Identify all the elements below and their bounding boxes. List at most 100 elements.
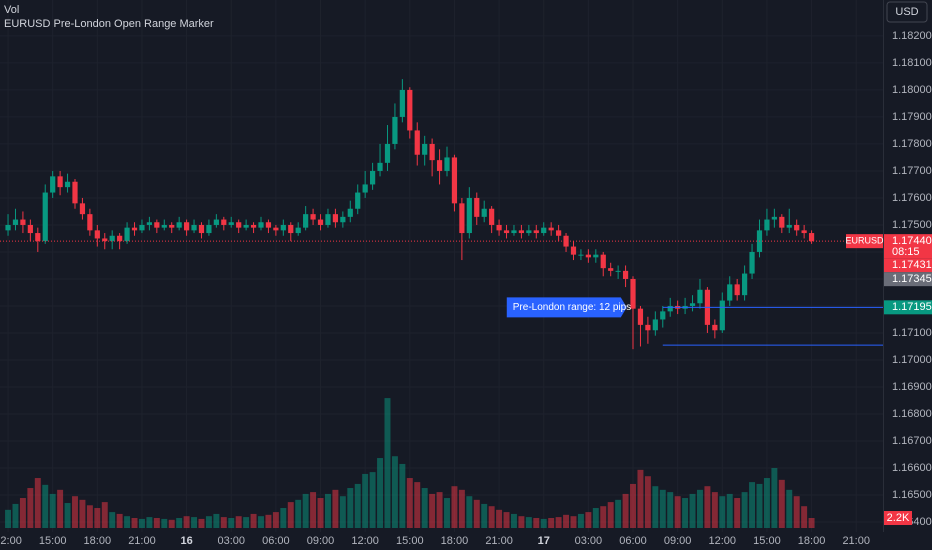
candle-body [42, 192, 48, 242]
candle-body [369, 170, 376, 185]
y-tick-label: 1.16700 [892, 435, 932, 447]
volume-bar [600, 506, 607, 528]
candle-body [50, 176, 56, 193]
symbol-tag [846, 234, 883, 249]
candle-body [206, 224, 212, 234]
plot-area: Pre-London range: 12 pips [0, 79, 883, 528]
candle-body [615, 270, 621, 272]
candle-body [764, 219, 770, 231]
candle-body [27, 224, 33, 234]
volume-bar [801, 506, 808, 528]
candle-body [697, 289, 703, 304]
x-tick-label: 17 [538, 535, 550, 547]
candle-body [228, 222, 234, 225]
volume-bar [540, 518, 547, 528]
currency-button[interactable] [886, 1, 928, 23]
volume-bar [771, 468, 778, 528]
volume-bar [585, 512, 592, 528]
volume-bar [377, 458, 384, 528]
volume-bar [704, 486, 711, 528]
volume-bar [168, 519, 175, 528]
x-tick-label: 18:00 [441, 535, 469, 547]
volume-bar [763, 478, 770, 528]
volume-bar [607, 502, 614, 528]
volume-bar [64, 503, 71, 528]
candle-body [637, 308, 644, 325]
candle-body [243, 224, 249, 228]
x-tick-label: 09:00 [664, 535, 692, 547]
volume-bar [198, 518, 205, 528]
candle-body [154, 222, 160, 228]
candle-body [518, 230, 525, 234]
candle-body [689, 303, 696, 306]
x-tick-label: 15:00 [396, 535, 424, 547]
y-tick-label: 1.17700 [892, 165, 932, 177]
volume-bar [191, 517, 198, 528]
candle-body [652, 319, 658, 331]
volume-bar [749, 482, 756, 528]
candle-body [779, 216, 785, 228]
volume-bar [347, 488, 354, 528]
volume-bar [555, 517, 562, 528]
currency-button-label[interactable]: USD [895, 6, 918, 18]
x-tick-label: 15:00 [753, 535, 781, 547]
volume-bar [414, 482, 421, 528]
volume-bar [220, 517, 227, 528]
candle-body [734, 284, 740, 296]
candle-body [169, 224, 175, 228]
volume-bar [444, 498, 450, 528]
volume-bar [615, 499, 622, 528]
candle-body [585, 254, 591, 258]
volume-bar [205, 516, 212, 528]
volume-bar [317, 498, 324, 528]
candle-body [64, 181, 71, 188]
chart-title: EURUSD Pre-London Open Range Marker [4, 18, 214, 30]
volume-bar [421, 488, 428, 528]
candle-body [489, 208, 495, 225]
x-tick-label: 06:00 [262, 535, 290, 547]
volume-bar [525, 517, 532, 528]
x-tick-label: 18:00 [84, 535, 112, 547]
volume-bar [637, 469, 644, 528]
candle-body [325, 214, 331, 225]
volume-bar [577, 513, 584, 528]
volume-bar [131, 518, 138, 528]
candle-body [414, 130, 420, 155]
volume-bar [42, 484, 49, 528]
volume-bar [235, 516, 242, 528]
volume-bar [667, 492, 674, 528]
candle-body [12, 219, 19, 225]
volume-bar [362, 473, 369, 528]
volume-bar [57, 489, 64, 528]
candle-body [712, 324, 718, 331]
volume-bar [287, 502, 294, 528]
candle-body [541, 227, 547, 234]
candle-body [347, 208, 353, 217]
candle-body [310, 214, 316, 220]
candle-body [808, 233, 815, 242]
volume-bar [109, 512, 116, 528]
volume-bar [295, 499, 302, 528]
candle-body [102, 238, 108, 242]
candle-body [794, 224, 800, 231]
candle-body [183, 222, 190, 231]
volume-bar [570, 516, 577, 528]
volume-bar [153, 518, 160, 528]
price-tag-label: 1.17431 [892, 259, 932, 271]
candle-body [384, 143, 391, 163]
x-tick-label: 21:00 [842, 535, 870, 547]
candle-body [459, 203, 465, 234]
candle-body [719, 300, 725, 331]
candle-body [146, 222, 153, 225]
volume-bar [265, 514, 272, 528]
volume-bar [384, 398, 391, 528]
candle-body [5, 224, 11, 231]
volume-bar [116, 513, 123, 528]
candle-body [399, 89, 405, 117]
volume-bar [354, 483, 361, 528]
candle-body [139, 224, 145, 231]
candle-body [801, 230, 807, 234]
range-label-box [506, 297, 627, 318]
volume-bar [622, 493, 629, 528]
volume-bar [138, 518, 145, 528]
